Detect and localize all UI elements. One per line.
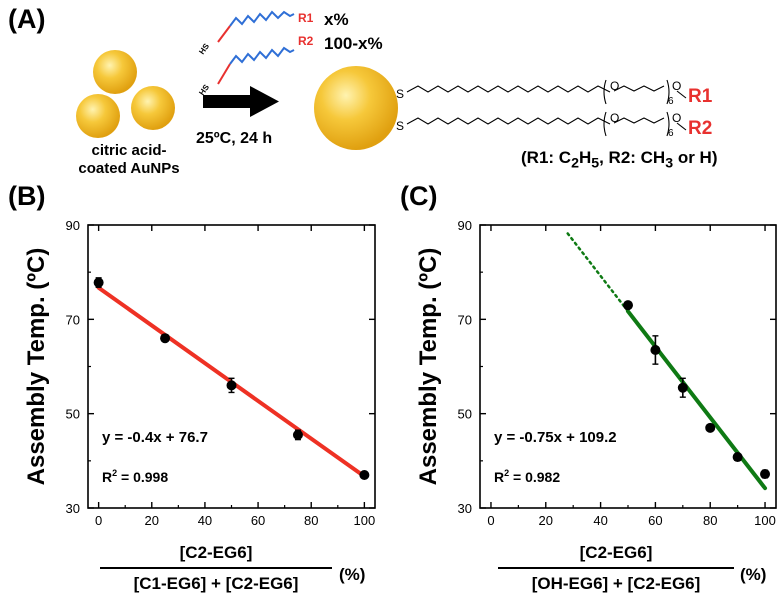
chart-c-data-point <box>623 300 633 311</box>
product-r2-label: R2 <box>688 118 712 139</box>
chart-c-ylabel: Assembly Temp. (ºC) <box>415 248 442 486</box>
starting-material-label: citric acid- coated AuNPs <box>74 142 184 178</box>
legend-sub1: 2 <box>571 155 579 172</box>
chart-c-ytick-label: 50 <box>458 407 472 422</box>
legend-suffix: or H) <box>673 148 718 167</box>
chart-b-ytick-label: 90 <box>66 218 80 233</box>
chart-b-xlabel-unit: (%) <box>339 565 366 584</box>
chart-b-r2-superscript: 2 <box>112 468 117 478</box>
chart-b-r2-value: = 0.998 <box>117 469 168 485</box>
chart-c-ytick-label: 70 <box>458 312 472 327</box>
chart-b-fraction-bar <box>100 567 332 569</box>
legend-sub2: 5 <box>591 155 600 172</box>
chart-b-r2-prefix: R <box>102 469 112 485</box>
starting-material-line1: citric acid- <box>91 142 167 159</box>
chart-b-data-point <box>292 429 303 440</box>
chart-c: 0 20 40 60 80 100 30 50 70 90 Assembly Temp. (ºC) y… <box>415 218 777 528</box>
large-aunp <box>314 66 398 150</box>
chart-c-data-point <box>650 344 661 355</box>
chart-b-xtick-label: 40 <box>198 513 212 528</box>
chart-b-ytick-label: 30 <box>66 501 80 516</box>
ligand-r2-label: R2 <box>298 34 314 48</box>
chart-b-xtick-label: 60 <box>251 513 265 528</box>
legend-mid1: H <box>578 148 592 167</box>
chart-b-xtick-label: 100 <box>354 513 376 528</box>
chain2-o2: O <box>672 111 681 125</box>
chart-c-xtick-label: 60 <box>648 513 662 528</box>
chart-c-r2-value: = 0.982 <box>509 469 560 485</box>
chart-c-xtick-label: 0 <box>487 513 494 528</box>
chart-c-xlabel: [C2-EG6] [OH-EG6] + [C2-EG6] <box>498 543 734 594</box>
chart-c-ytick-label: 90 <box>458 218 472 233</box>
ratio-r2: 100-x% <box>324 34 383 53</box>
chart-b-plot-frame <box>87 224 376 509</box>
ratio-r1: x% <box>324 10 349 29</box>
chart-b-equation: y = -0.4x + 76.7 <box>102 429 208 446</box>
small-aunp-right <box>131 86 175 130</box>
chain2-s: S <box>396 119 404 133</box>
chart-b: 0 20 40 60 80 100 30 50 70 90 Assembly Temp. (ºC) y… <box>23 218 376 528</box>
legend-mid2: , R2: CH <box>599 148 666 167</box>
chart-c-r2-superscript: 2 <box>504 468 509 478</box>
chart-c-xtick-label: 80 <box>703 513 717 528</box>
chart-b-data-point <box>226 380 237 391</box>
ligand-r2: HS R2 <box>197 34 313 97</box>
ligand-r1: HS R1 <box>197 10 314 56</box>
chart-b-r-squared: R2 = 0.998 <box>102 468 168 485</box>
chart-c-xtick-label: 40 <box>593 513 607 528</box>
product-chain-r2 <box>406 111 687 137</box>
panel-a-label: (A) <box>8 4 46 34</box>
panel-c-label: (C) <box>400 181 438 211</box>
chain1-o1: O <box>610 79 619 93</box>
chart-c-xlabel-denominator: [OH-EG6] + [C2-EG6] <box>531 574 701 593</box>
legend-prefix: (R1: C <box>521 148 572 167</box>
chain2-rep: 6 <box>668 128 674 139</box>
chart-c-data-point <box>760 469 771 480</box>
chart-b-data-point <box>359 469 370 480</box>
chart-b-xtick-label: 80 <box>304 513 318 528</box>
ligand-r1-label: R1 <box>298 11 314 25</box>
chart-c-xtick-label: 20 <box>539 513 553 528</box>
panel-a-schematic: HS R1 HS R2 x% 100-x% S S O O 6 6 O O R1… <box>76 10 713 150</box>
chain1-rep: 6 <box>668 96 674 107</box>
chart-c-r2-prefix: R <box>494 469 504 485</box>
chart-c-data-point <box>732 452 743 463</box>
chart-c-xtick-label: 100 <box>754 513 776 528</box>
panel-b-label: (B) <box>8 181 46 211</box>
product-r1-label: R1 <box>688 86 713 107</box>
substituent-legend: (R1: C2H5, R2: CH3 or H) <box>521 148 717 171</box>
chart-b-xtick-label: 0 <box>95 513 102 528</box>
chart-b-data-point <box>160 333 171 344</box>
small-aunp-top <box>93 50 137 94</box>
chart-b-xtick-label: 20 <box>145 513 159 528</box>
chart-c-plot-frame <box>479 224 777 509</box>
chart-c-r-squared: R2 = 0.982 <box>494 468 560 485</box>
chart-c-equation: y = -0.75x + 109.2 <box>494 429 617 446</box>
chart-c-fit-extrapolation <box>566 232 630 313</box>
reaction-condition: 25ºC, 24 h <box>196 130 273 147</box>
chart-b-xlabel-numerator: [C2-EG6] <box>179 543 253 562</box>
chart-b-ytick-label: 50 <box>66 407 80 422</box>
product-chain-r1 <box>406 79 687 105</box>
chain1-o2: O <box>672 79 681 93</box>
chart-c-xlabel-unit: (%) <box>740 565 767 584</box>
chart-b-xlabel: [C2-EG6] [C1-EG6] + [C2-EG6] <box>100 543 332 594</box>
chart-c-data-point <box>677 382 688 393</box>
chart-b-ylabel: Assembly Temp. (ºC) <box>23 248 50 486</box>
small-aunp-left <box>76 94 120 138</box>
chart-b-ytick-label: 70 <box>66 312 80 327</box>
chart-c-xlabel-numerator: [C2-EG6] <box>579 543 653 562</box>
starting-material-line2: coated AuNPs <box>78 160 180 177</box>
chart-c-fraction-bar <box>498 567 734 569</box>
legend-sub3: 3 <box>665 155 674 172</box>
chain2-o1: O <box>610 111 619 125</box>
chart-b-data-point <box>93 277 104 288</box>
chart-b-xlabel-denominator: [C1-EG6] + [C2-EG6] <box>133 574 299 593</box>
chart-c-ytick-label: 30 <box>458 501 472 516</box>
reaction-arrow-icon <box>203 86 279 117</box>
chain1-s: S <box>396 87 404 101</box>
chart-c-fit-line <box>626 309 768 491</box>
chart-c-data-point <box>705 422 716 433</box>
